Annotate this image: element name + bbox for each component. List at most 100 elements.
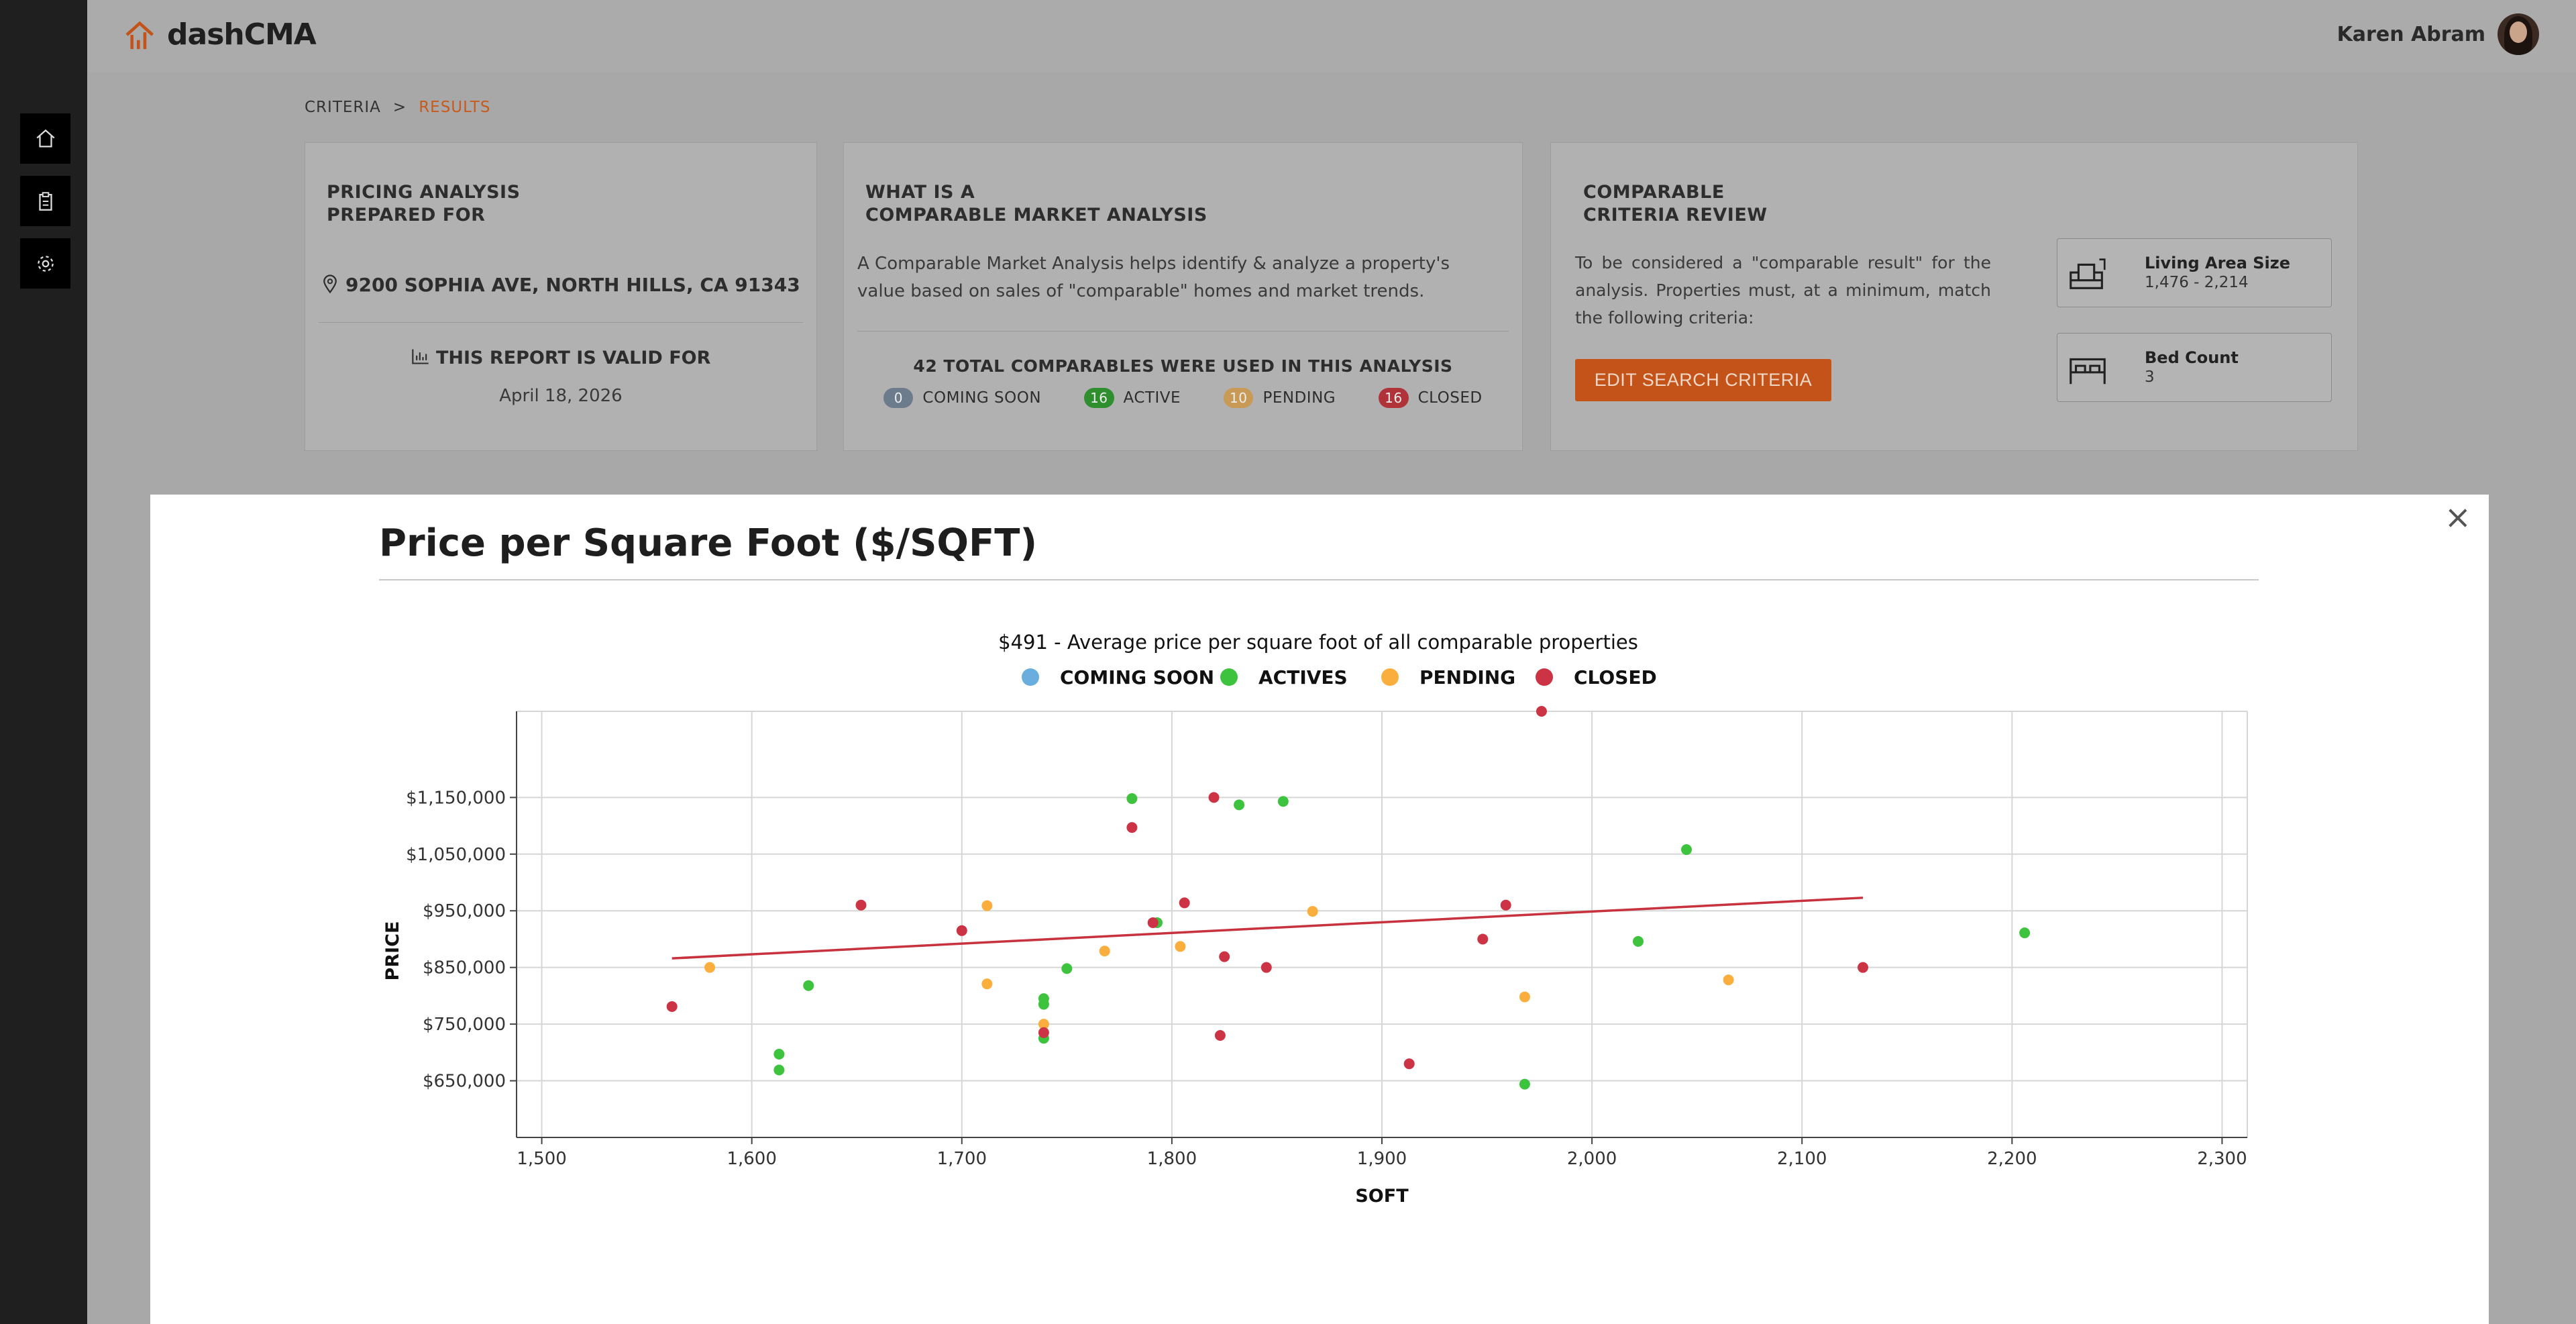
data-point-actives bbox=[1234, 799, 1245, 811]
data-point-pending bbox=[1038, 1019, 1049, 1030]
y-tick-label: $650,000 bbox=[423, 1072, 506, 1092]
y-tick-label: $950,000 bbox=[423, 901, 506, 921]
side-rail bbox=[0, 0, 87, 1324]
edit-search-criteria-button[interactable]: EDIT SEARCH CRITERIA bbox=[1575, 359, 1831, 401]
clipboard-nav-button[interactable] bbox=[20, 176, 70, 226]
valid-date: April 18, 2026 bbox=[499, 386, 623, 406]
card-divider bbox=[319, 322, 803, 323]
living-area-criterion: Living Area Size 1,476 - 2,214 bbox=[2057, 238, 2332, 307]
data-point-pending bbox=[1519, 991, 1530, 1003]
active-count: 16 bbox=[1084, 388, 1114, 408]
data-point-pending bbox=[981, 978, 993, 990]
data-point-actives bbox=[2019, 927, 2031, 939]
x-tick-label: 2,300 bbox=[2197, 1149, 2247, 1169]
data-point-actives bbox=[773, 1048, 785, 1060]
trend-line bbox=[672, 897, 1864, 960]
data-point-pending bbox=[1307, 906, 1318, 917]
legend-label-actives: ACTIVES bbox=[1258, 666, 1348, 689]
breadcrumb-criteria[interactable]: CRITERIA bbox=[305, 99, 381, 116]
bed-count-criterion: Bed Count 3 bbox=[2057, 333, 2332, 402]
breadcrumb-separator: > bbox=[392, 99, 407, 116]
data-point-closed bbox=[1219, 951, 1230, 962]
cma-card-title-line1: WHAT IS A bbox=[865, 182, 975, 203]
bar-chart-icon bbox=[411, 349, 429, 364]
data-point-closed bbox=[1126, 822, 1138, 833]
data-point-actives bbox=[773, 1064, 785, 1076]
user-menu[interactable]: Karen Abram bbox=[2337, 13, 2539, 55]
cma-card-title: WHAT IS A COMPARABLE MARKET ANALYSIS bbox=[865, 181, 1208, 227]
y-tick-label: $750,000 bbox=[423, 1015, 506, 1035]
chart-subtitle: $491 - Average price per square foot of … bbox=[998, 631, 1638, 654]
x-tick-label: 2,100 bbox=[1777, 1149, 1827, 1169]
title-divider bbox=[379, 579, 2259, 580]
y-tick-label: $1,150,000 bbox=[406, 788, 506, 808]
chart-points bbox=[666, 706, 2031, 1090]
close-icon[interactable]: × bbox=[2444, 499, 2471, 536]
app-logo[interactable]: dashCMA bbox=[124, 17, 317, 52]
data-point-actives bbox=[1277, 796, 1289, 807]
avatar bbox=[2498, 13, 2539, 55]
living-area-label: Living Area Size bbox=[2145, 254, 2291, 272]
pricing-card-title: PRICING ANALYSIS PREPARED FOR bbox=[327, 181, 521, 227]
breadcrumb-results[interactable]: RESULTS bbox=[419, 99, 491, 116]
living-area-value: 1,476 - 2,214 bbox=[2145, 274, 2249, 291]
data-point-closed bbox=[666, 1001, 678, 1012]
x-tick-label: 1,800 bbox=[1147, 1149, 1197, 1169]
top-bar: dashCMA Karen Abram bbox=[87, 0, 2576, 72]
price-sqft-scatter-chart: $491 - Average price per square foot of … bbox=[382, 631, 2248, 1207]
data-point-actives bbox=[1681, 844, 1693, 856]
data-point-actives bbox=[1038, 999, 1049, 1010]
data-point-closed bbox=[1536, 706, 1547, 717]
x-tick-label: 1,700 bbox=[937, 1149, 987, 1169]
subject-address: 9200 SOPHIA AVE, NORTH HILLS, CA 91343 bbox=[305, 274, 816, 296]
home-nav-button[interactable] bbox=[20, 113, 70, 164]
x-tick-label: 2,000 bbox=[1567, 1149, 1617, 1169]
legend-label-pending: PENDING bbox=[1419, 666, 1515, 689]
settings-nav-button[interactable] bbox=[20, 238, 70, 289]
x-tick-label: 1,900 bbox=[1357, 1149, 1407, 1169]
cma-explainer-card: WHAT IS A COMPARABLE MARKET ANALYSIS A C… bbox=[843, 142, 1523, 451]
criteria-review-card: COMPARABLE CRITERIA REVIEW To be conside… bbox=[1550, 142, 2358, 451]
criteria-card-title-line2: CRITERIA REVIEW bbox=[1583, 205, 1768, 225]
legend-marker-pending bbox=[1381, 668, 1399, 686]
data-point-actives bbox=[1632, 935, 1644, 947]
location-pin-icon bbox=[323, 274, 337, 294]
legend-label-coming-soon: COMING SOON bbox=[1060, 666, 1214, 689]
valid-for-label: THIS REPORT IS VALID FOR bbox=[305, 348, 816, 368]
pricing-card-title-line2: PREPARED FOR bbox=[327, 205, 486, 225]
living-room-icon bbox=[2070, 258, 2106, 289]
closed-label: CLOSED bbox=[1417, 389, 1483, 407]
total-comparables: 42 TOTAL COMPARABLES WERE USED IN THIS A… bbox=[913, 356, 1453, 376]
data-point-actives bbox=[1061, 963, 1073, 974]
data-point-actives bbox=[803, 980, 814, 991]
data-point-closed bbox=[1403, 1058, 1415, 1070]
subject-address-text: 9200 SOPHIA AVE, NORTH HILLS, CA 91343 bbox=[345, 274, 800, 296]
chart-legend: COMING SOON ACTIVES PENDING CLOSED bbox=[1022, 666, 1657, 689]
valid-for-text: THIS REPORT IS VALID FOR bbox=[436, 348, 711, 368]
data-point-closed bbox=[1147, 917, 1159, 928]
card-divider bbox=[857, 331, 1509, 332]
y-tick-label: $1,050,000 bbox=[406, 845, 506, 865]
home-icon bbox=[36, 129, 55, 147]
legend-marker-closed bbox=[1536, 668, 1553, 686]
data-point-closed bbox=[1477, 933, 1489, 945]
data-point-pending bbox=[1175, 941, 1186, 952]
data-point-actives bbox=[1126, 793, 1138, 805]
legend-marker-actives bbox=[1220, 668, 1238, 686]
pending-count: 10 bbox=[1224, 388, 1254, 408]
data-point-pending bbox=[704, 962, 716, 973]
legend-marker-coming-soon bbox=[1022, 668, 1039, 686]
coming-soon-count: 0 bbox=[883, 388, 914, 408]
user-name: Karen Abram bbox=[2337, 22, 2485, 46]
cma-card-title-line2: COMPARABLE MARKET ANALYSIS bbox=[865, 205, 1208, 225]
data-point-closed bbox=[1214, 1030, 1226, 1041]
data-point-closed bbox=[1208, 792, 1220, 803]
data-point-closed bbox=[1260, 962, 1272, 973]
data-point-pending bbox=[1099, 946, 1110, 957]
data-point-pending bbox=[981, 900, 993, 911]
y-axis-label: PRICE bbox=[382, 921, 403, 981]
criteria-card-title: COMPARABLE CRITERIA REVIEW bbox=[1583, 181, 1768, 227]
bed-icon bbox=[2070, 358, 2106, 385]
data-point-closed bbox=[1038, 1027, 1049, 1038]
criteria-description: To be considered a "comparable result" f… bbox=[1575, 253, 1991, 327]
